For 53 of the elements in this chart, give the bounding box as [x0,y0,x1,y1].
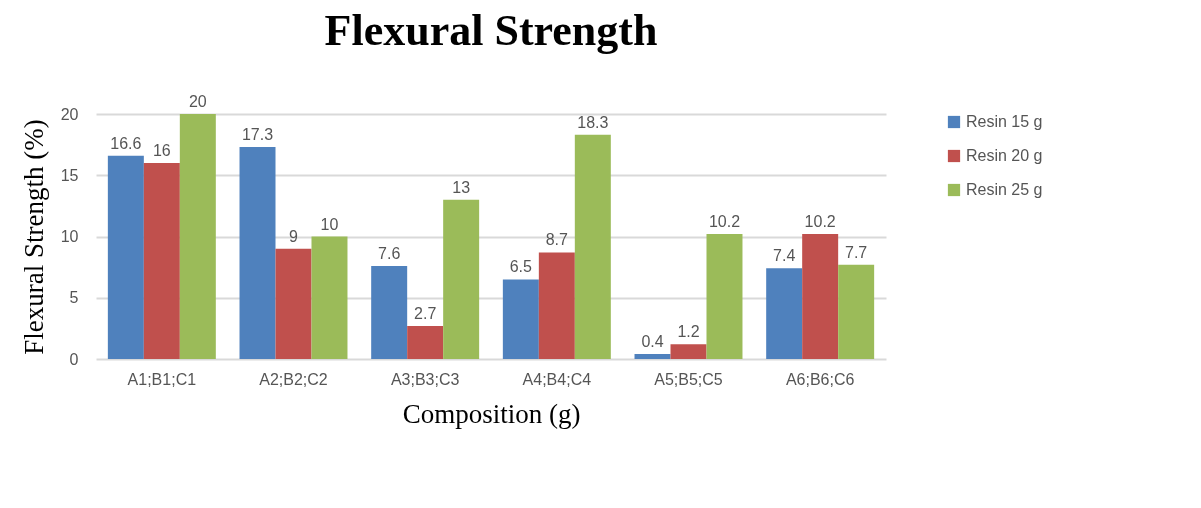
bar [239,147,276,359]
bar [670,344,707,359]
y-tick-label: 5 [69,289,79,307]
data-label: 2.7 [414,304,437,322]
x-axis-title: Composition (g) [402,398,581,429]
data-label: 18.3 [577,113,609,131]
data-label: 7.4 [773,247,796,265]
data-label: 20 [188,93,207,110]
x-tick-label: A3;B3;C3 [390,370,460,388]
legend-label: Resin 25 g [966,181,1043,198]
bar [538,252,575,359]
x-tick-label: A5;B5;C5 [654,370,723,388]
bar [179,114,216,359]
data-label: 10 [320,215,339,233]
y-tick-label: 15 [60,166,79,184]
bar [311,236,348,359]
y-tick-label: 20 [60,105,79,123]
data-label: 16 [152,142,171,159]
y-axis-title: Flexural Strength (%) [18,119,49,355]
x-tick-label: A1;B1;C1 [127,370,197,388]
data-label: 6.5 [509,258,533,276]
data-label: 17.3 [241,126,274,144]
bar [407,325,444,359]
x-tick-label: A6;B6;C6 [785,370,855,388]
y-tick-label: 0 [69,350,79,368]
data-label: 7.6 [378,244,401,262]
x-tick-label: A2;B2;C2 [259,370,328,388]
bar [766,268,803,359]
bar [371,265,408,359]
x-tick-label: A4;B4;C4 [522,370,592,388]
chart-title: Flexural Strength [324,6,658,55]
legend-label: Resin 15 g [966,113,1043,130]
data-label: 16.6 [110,134,142,152]
data-label: 10.2 [708,213,741,231]
bar [634,354,671,359]
data-label: 10.2 [804,213,836,231]
data-label: 9 [289,227,299,245]
bar [502,279,539,359]
bar [802,234,839,359]
y-tick-label: 10 [60,228,79,245]
bar [107,155,144,359]
data-label: 8.7 [545,231,569,249]
legend-label: Resin 20 g [966,147,1043,164]
data-label: 0.4 [641,333,664,351]
bar [574,134,611,359]
bar [838,264,875,359]
data-label: 1.2 [677,323,700,341]
data-label: 13 [452,178,471,196]
bar [706,234,743,359]
bar [443,199,480,359]
bar [143,163,180,359]
bar [275,248,312,359]
data-label: 7.7 [845,243,868,261]
